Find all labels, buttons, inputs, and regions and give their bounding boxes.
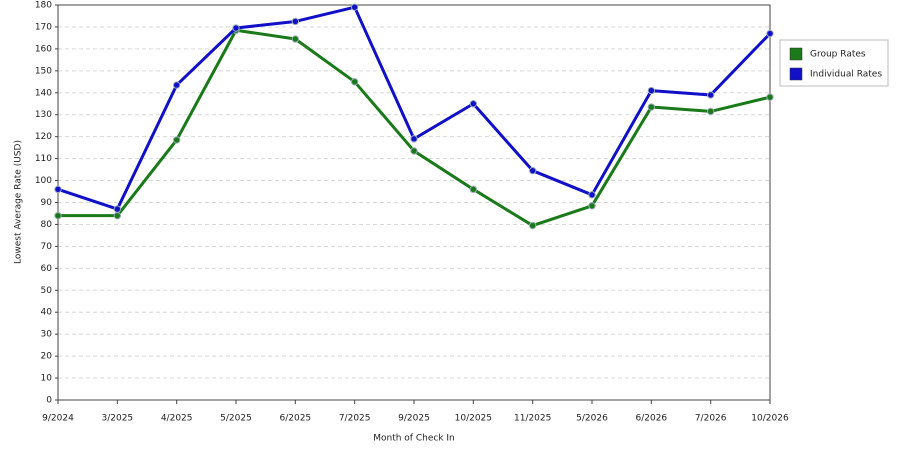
- data-point: [469, 100, 478, 108]
- data-point: [706, 107, 715, 116]
- data-point: [291, 17, 300, 26]
- data-point: [528, 166, 537, 175]
- y-tick-label: 20: [41, 352, 53, 362]
- data-point: [410, 147, 418, 155]
- x-tick-label: 4/2025: [161, 414, 193, 424]
- legend-label: Group Rates: [810, 50, 866, 60]
- y-tick-label: 150: [35, 66, 52, 76]
- data-point: [528, 221, 537, 230]
- y-tick-label: 130: [35, 110, 52, 120]
- x-tick-label: 10/2026: [751, 414, 789, 424]
- data-point: [54, 185, 62, 194]
- data-point: [647, 86, 656, 95]
- data-point: [113, 205, 122, 213]
- data-point: [232, 24, 240, 32]
- y-tick-label: 60: [41, 264, 53, 274]
- data-point: [766, 29, 774, 38]
- x-tick-label: 5/2026: [576, 414, 608, 424]
- x-tick-label: 7/2026: [695, 414, 727, 424]
- data-point: [172, 81, 181, 89]
- y-tick-label: 70: [41, 242, 53, 252]
- legend-label: Individual Rates: [810, 70, 882, 80]
- legend-swatch: [789, 67, 803, 81]
- data-point: [588, 191, 596, 199]
- data-point: [54, 211, 62, 220]
- data-point: [291, 35, 300, 43]
- y-tick-label: 80: [41, 220, 53, 230]
- y-tick-label: 10: [41, 374, 53, 384]
- data-point: [350, 3, 359, 11]
- legend-swatch: [789, 47, 803, 61]
- data-point: [469, 185, 478, 194]
- y-tick-label: 30: [41, 330, 53, 340]
- y-axis-label: Lowest Average Rate (USD): [14, 140, 24, 264]
- data-point: [766, 93, 774, 101]
- y-tick-label: 180: [35, 1, 52, 11]
- y-tick-label: 110: [35, 154, 52, 164]
- y-tick-label: 40: [41, 308, 53, 318]
- x-tick-label: 10/2025: [455, 414, 492, 424]
- data-point: [410, 135, 418, 143]
- y-tick-label: 100: [35, 176, 52, 186]
- x-tick-label: 6/2026: [635, 414, 667, 424]
- data-point: [172, 136, 181, 144]
- series-line: [58, 28, 771, 228]
- data-point: [706, 91, 715, 99]
- x-tick-label: 3/2025: [101, 414, 133, 424]
- x-tick-label: 7/2025: [339, 414, 371, 424]
- y-tick-label: 170: [35, 22, 52, 32]
- x-tick-label: 9/2024: [42, 414, 74, 424]
- y-tick-label: 140: [35, 88, 52, 98]
- y-tick-label: 50: [41, 286, 53, 296]
- data-point: [647, 103, 656, 111]
- data-point: [588, 202, 596, 210]
- x-tick-label: 9/2025: [398, 414, 430, 424]
- data-point: [113, 211, 122, 220]
- y-tick-label: 120: [35, 132, 52, 142]
- x-tick-label: 11/2025: [514, 414, 551, 424]
- y-tick-label: 160: [35, 44, 52, 54]
- x-axis-label: Month of Check In: [373, 434, 455, 444]
- y-tick-label: 0: [46, 396, 52, 406]
- data-point: [350, 78, 359, 86]
- y-tick-label: 90: [41, 198, 53, 208]
- x-tick-label: 6/2025: [279, 414, 311, 424]
- x-tick-label: 5/2025: [220, 414, 252, 424]
